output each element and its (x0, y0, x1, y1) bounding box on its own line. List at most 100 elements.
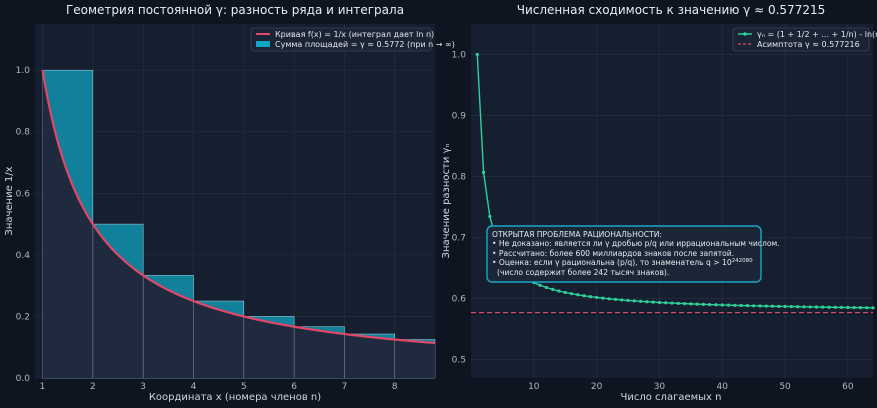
convergence-point (475, 52, 479, 57)
annotation-line-2: • Не доказано: является ли γ дробью p/q … (492, 239, 780, 248)
left-legend-bar-swatch (256, 41, 270, 47)
right-legend-box (732, 27, 870, 52)
right-x-tick: 60 (842, 382, 854, 392)
right-x-tick: 30 (654, 382, 666, 392)
convergence-point (569, 292, 574, 296)
right-x-tick: 10 (528, 382, 540, 392)
left-chart: 1 2 3 4 5 6 7 8 0.0 0.2 0.4 0.6 0.8 1.0 Геометрия пос… (4, 3, 455, 403)
convergence-point (607, 297, 611, 301)
left-y-tick: 0.8 (16, 128, 31, 138)
right-curve (475, 52, 875, 310)
convergence-point (563, 290, 567, 295)
left-legend: Кривая f(x) = 1/x (интеграл дает ln n) С… (250, 27, 455, 52)
left-x-tick: 6 (291, 382, 297, 392)
right-y-tick: 0.9 (452, 112, 467, 122)
left-y-tick: 1.0 (16, 66, 31, 76)
convergence-point (758, 304, 762, 308)
convergence-point (720, 303, 724, 307)
right-legend-marker-swatch (743, 32, 747, 36)
convergence-point (682, 302, 687, 306)
left-area-under-curve (42, 70, 435, 378)
annotation-frame (486, 225, 762, 283)
convergence-point (664, 301, 668, 305)
convergence-point (733, 303, 737, 307)
convergence-point (726, 303, 731, 307)
right-legend: γₙ = (1 + 1/2 + ... + 1/n) - ln(n) Асимп… (732, 27, 877, 52)
right-ticks: 10 20 30 40 50 60 0.5 0.6 0.7 0.8 0.9 1.0 (452, 51, 854, 392)
convergence-point (839, 305, 844, 310)
convergence-point (814, 305, 819, 309)
convergence-point (638, 299, 643, 303)
left-x-tick: 7 (342, 382, 348, 392)
convergence-point (538, 283, 542, 287)
convergence-point (544, 285, 548, 290)
convergence-point (626, 298, 630, 303)
right-xlabel: Число слагаемых n (621, 392, 722, 403)
convergence-point (827, 305, 831, 309)
right-y-tick: 0.6 (452, 295, 467, 305)
convergence-point (833, 305, 837, 309)
right-x-tick: 50 (779, 382, 791, 392)
convergence-point (613, 297, 618, 301)
convergence-point (852, 305, 856, 310)
convergence-point (576, 293, 580, 297)
convergence-line (476, 54, 874, 309)
left-x-tick: 3 (140, 382, 146, 392)
convergence-point (846, 305, 850, 310)
annotation-line-3: • Рассчитано: более 600 миллиардов знако… (492, 249, 734, 258)
convergence-point (789, 304, 793, 309)
right-y-tick: 0.7 (452, 234, 466, 244)
right-x-tick: 20 (591, 382, 603, 392)
convergence-point (808, 305, 812, 309)
convergence-point (871, 306, 875, 310)
left-x-tick: 5 (241, 382, 247, 392)
right-y-tick: 0.5 (452, 356, 466, 366)
convergence-point (657, 300, 662, 305)
convergence-point (632, 299, 636, 303)
convergence-point (714, 303, 718, 307)
left-curve-line (41, 69, 436, 345)
left-xlabel: Координата x (номера членов n) (149, 392, 321, 403)
left-y-tick: 0.2 (16, 312, 30, 322)
right-title: Численная сходимость к значению γ ≈ 0.57… (517, 3, 825, 17)
convergence-point (601, 296, 605, 300)
convergence-point (739, 303, 743, 308)
convergence-point (865, 306, 869, 310)
left-y-tick: 0.0 (16, 374, 31, 384)
convergence-point (752, 304, 756, 308)
left-x-tick: 4 (191, 382, 197, 392)
right-y-tick: 1.0 (452, 51, 467, 61)
right-y-tick: 0.8 (452, 173, 467, 183)
left-x-tick: 8 (392, 382, 398, 392)
annotation-line-4: • Оценка: если γ рациональна (p/q), то з… (492, 258, 753, 267)
convergence-point (783, 304, 787, 309)
right-x-tick: 40 (717, 382, 729, 392)
right-chart: 10 20 30 40 50 60 0.5 0.6 0.7 0.8 0.9 1.0 Численная… (441, 3, 877, 403)
annotation-line-4-text: • Оценка: если γ рациональна (p/q), то з… (492, 258, 732, 267)
convergence-point (745, 304, 749, 308)
convergence-point (764, 304, 768, 308)
convergence-point (651, 300, 655, 304)
left-title: Геометрия постоянной γ: разность ряда и … (66, 3, 404, 17)
left-legend-box (250, 27, 432, 52)
convergence-point (551, 287, 555, 291)
convergence-point (595, 295, 599, 300)
annotation-superscript: 242080 (732, 258, 753, 264)
convergence-point (645, 300, 649, 304)
convergence-point (689, 302, 693, 306)
left-legend-bars-label: Сумма площадей = γ ≈ 0.5772 (при n → ∞) (275, 40, 455, 49)
convergence-point (802, 305, 806, 309)
left-legend-curve-label: Кривая f(x) = 1/x (интеграл дает ln n) (275, 30, 434, 39)
convergence-point (481, 170, 486, 175)
right-legend-asymptote-label: Асимптота γ ≈ 0.577216 (757, 40, 860, 49)
convergence-point (670, 301, 674, 305)
convergence-point (695, 302, 699, 306)
annotation-line-5: (число содержит более 242 тысяч знаков). (497, 268, 669, 277)
convergence-point (588, 295, 592, 299)
right-legend-series-label: γₙ = (1 + 1/2 + ... + 1/n) - ln(n) (757, 30, 877, 39)
convergence-point (858, 306, 863, 310)
left-curve (41, 69, 436, 378)
left-x-tick: 1 (40, 382, 46, 392)
convergence-point (582, 294, 586, 298)
annotation-line-1: ОТКРЫТАЯ ПРОБЛЕМА РАЦИОНАЛЬНОСТИ: (492, 230, 662, 239)
